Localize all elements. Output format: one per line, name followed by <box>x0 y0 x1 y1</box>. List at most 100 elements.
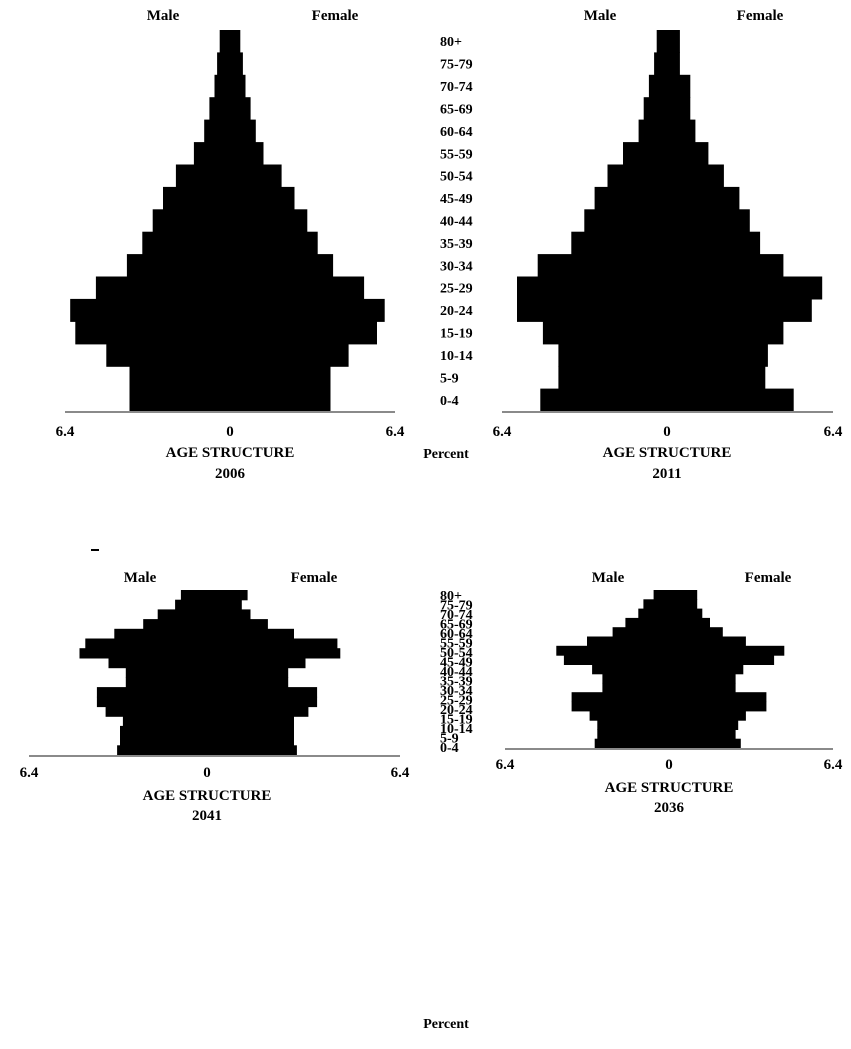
bar-male-35-39-2011 <box>571 231 667 255</box>
bar-male-50-54-2011 <box>607 164 667 188</box>
bar-female-10-14-2036 <box>669 720 739 730</box>
bar-male-45-49-2006 <box>163 186 230 210</box>
bar-male-80+-2036 <box>653 590 669 600</box>
bar-male-25-29-2036 <box>571 692 669 703</box>
bar-male-15-19-2011 <box>542 321 667 345</box>
age-group-label-70-74: 70-74 <box>440 608 473 623</box>
chart-year-2041: 2041 <box>192 808 222 824</box>
bar-female-60-64-2036 <box>669 627 723 638</box>
age-group-label-65-69: 65-69 <box>440 617 473 632</box>
bar-female-15-19-2036 <box>669 710 746 721</box>
bar-female-55-59-2036 <box>669 636 746 647</box>
age-group-label-35-39: 35-39 <box>440 237 473 252</box>
x-tick-label-1-2006: 0 <box>226 424 234 440</box>
bar-female-75-79-2006 <box>230 52 243 76</box>
percent-label-bottom: Percent <box>423 1017 469 1032</box>
age-group-label-25-29: 25-29 <box>440 282 473 297</box>
bar-male-45-49-2041 <box>108 657 207 669</box>
age-group-label-55-59: 55-59 <box>440 147 473 162</box>
bar-male-5-9-2036 <box>597 729 670 740</box>
bar-male-75-79-2036 <box>643 599 669 610</box>
bar-female-30-34-2011 <box>667 254 784 278</box>
bar-female-45-49-2006 <box>230 186 295 210</box>
bar-male-30-34-2006 <box>126 254 230 278</box>
bar-female-0-4-2006 <box>230 388 331 412</box>
bar-female-50-54-2036 <box>669 645 785 656</box>
bar-female-60-64-2041 <box>207 628 294 640</box>
bar-female-80+-2006 <box>230 30 241 53</box>
bar-male-55-59-2006 <box>193 142 230 166</box>
bar-male-10-14-2036 <box>597 720 670 730</box>
age-group-label-0-4: 0-4 <box>440 741 459 756</box>
bar-female-15-19-2041 <box>207 716 294 727</box>
bar-male-0-4-2036 <box>594 738 669 749</box>
bar-female-15-19-2011 <box>667 321 784 345</box>
male-label-2006: Male <box>147 8 180 24</box>
bar-male-65-69-2006 <box>209 97 230 121</box>
bar-male-70-74-2036 <box>638 608 670 619</box>
bar-male-0-4-2041 <box>117 745 207 756</box>
age-group-label-80+: 80+ <box>440 589 462 604</box>
percent-label-top: Percent <box>423 447 469 462</box>
pyramid-panels: Male Female 6.4 0 6.4 AGE STRUCTURE 2006 Male Fe… <box>20 8 843 824</box>
female-label-2041: Female <box>291 570 338 586</box>
bar-female-5-9-2036 <box>669 729 736 740</box>
bar-male-35-39-2041 <box>125 677 207 688</box>
age-group-label-5-9: 5-9 <box>440 371 459 386</box>
bar-male-70-74-2041 <box>157 609 207 620</box>
bar-female-5-9-2041 <box>207 735 294 746</box>
age-group-label-60-64: 60-64 <box>440 627 473 642</box>
bar-male-15-19-2006 <box>75 321 230 345</box>
bar-female-70-74-2006 <box>230 74 246 98</box>
bar-male-20-24-2036 <box>571 701 669 712</box>
bar-female-0-4-2036 <box>669 738 741 749</box>
pyramid-panel-2006: Male Female 6.4 0 6.4 AGE STRUCTURE 2006 <box>56 8 405 482</box>
bar-female-80+-2011 <box>667 30 680 53</box>
bar-female-45-49-2041 <box>207 657 306 669</box>
bar-female-40-44-2006 <box>230 209 308 233</box>
bar-female-20-24-2036 <box>669 701 767 712</box>
pyramid-panel-2041: Male Female 6.4 0 6.4 AGE STRUCTURE 2041 <box>20 570 410 824</box>
bar-female-70-74-2041 <box>207 609 251 620</box>
bar-female-10-14-2006 <box>230 343 349 367</box>
male-label-2041: Male <box>124 570 157 586</box>
bar-female-30-34-2041 <box>207 687 318 698</box>
bar-male-50-54-2036 <box>556 645 670 656</box>
bar-female-55-59-2006 <box>230 142 264 166</box>
bar-male-40-44-2011 <box>584 209 668 233</box>
bar-male-5-9-2041 <box>120 735 207 746</box>
bar-female-40-44-2036 <box>669 664 744 675</box>
bar-male-30-34-2041 <box>96 687 207 698</box>
male-label-2011: Male <box>584 8 617 24</box>
stray-dash-mark <box>91 549 99 551</box>
female-label-2036: Female <box>745 570 792 586</box>
chart-title-2006: AGE STRUCTURE <box>166 445 295 461</box>
age-group-label-15-19: 15-19 <box>440 713 473 728</box>
bar-female-0-4-2011 <box>667 388 794 412</box>
bar-female-5-9-2011 <box>667 366 766 390</box>
x-tick-label-2-2006: 6.4 <box>386 424 405 440</box>
age-group-label-75-79: 75-79 <box>440 58 473 73</box>
bar-female-65-69-2011 <box>667 97 691 121</box>
age-group-label-20-24: 20-24 <box>440 304 473 319</box>
bar-male-45-49-2036 <box>563 655 669 665</box>
bar-female-70-74-2011 <box>667 74 691 98</box>
chart-title-2036: AGE STRUCTURE <box>605 780 734 796</box>
male-label-2036: Male <box>592 570 625 586</box>
bar-female-80+-2036 <box>669 590 698 600</box>
age-group-label-5-9: 5-9 <box>440 732 459 747</box>
bar-female-60-64-2011 <box>667 119 696 143</box>
bar-female-45-49-2011 <box>667 186 740 210</box>
bar-female-80+-2041 <box>207 590 248 601</box>
x-tick-label-1-2011: 0 <box>663 424 671 440</box>
bar-female-10-14-2011 <box>667 343 768 367</box>
bar-male-40-44-2041 <box>125 667 207 678</box>
bar-female-75-79-2011 <box>667 52 680 76</box>
age-group-labels-top: 0-4 5-9 10-14 15-19 20-24 25-29 30-34 35-39 40-4… <box>440 35 473 409</box>
bar-female-45-49-2036 <box>669 655 775 665</box>
bar-male-40-44-2006 <box>152 209 230 233</box>
x-tick-label-0-2006: 6.4 <box>56 424 75 440</box>
bar-male-0-4-2006 <box>129 388 230 412</box>
bar-male-10-14-2006 <box>106 343 231 367</box>
